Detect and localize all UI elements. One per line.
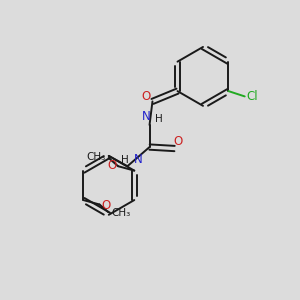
Text: Cl: Cl xyxy=(247,90,258,103)
Text: H: H xyxy=(155,114,163,124)
Text: H: H xyxy=(121,155,128,165)
Text: O: O xyxy=(107,159,117,172)
Text: O: O xyxy=(101,199,110,212)
Text: CH₃: CH₃ xyxy=(112,208,131,218)
Text: O: O xyxy=(173,135,182,148)
Text: CH₃: CH₃ xyxy=(86,152,106,162)
Text: N: N xyxy=(134,153,142,166)
Text: N: N xyxy=(142,110,151,123)
Text: O: O xyxy=(141,90,151,103)
